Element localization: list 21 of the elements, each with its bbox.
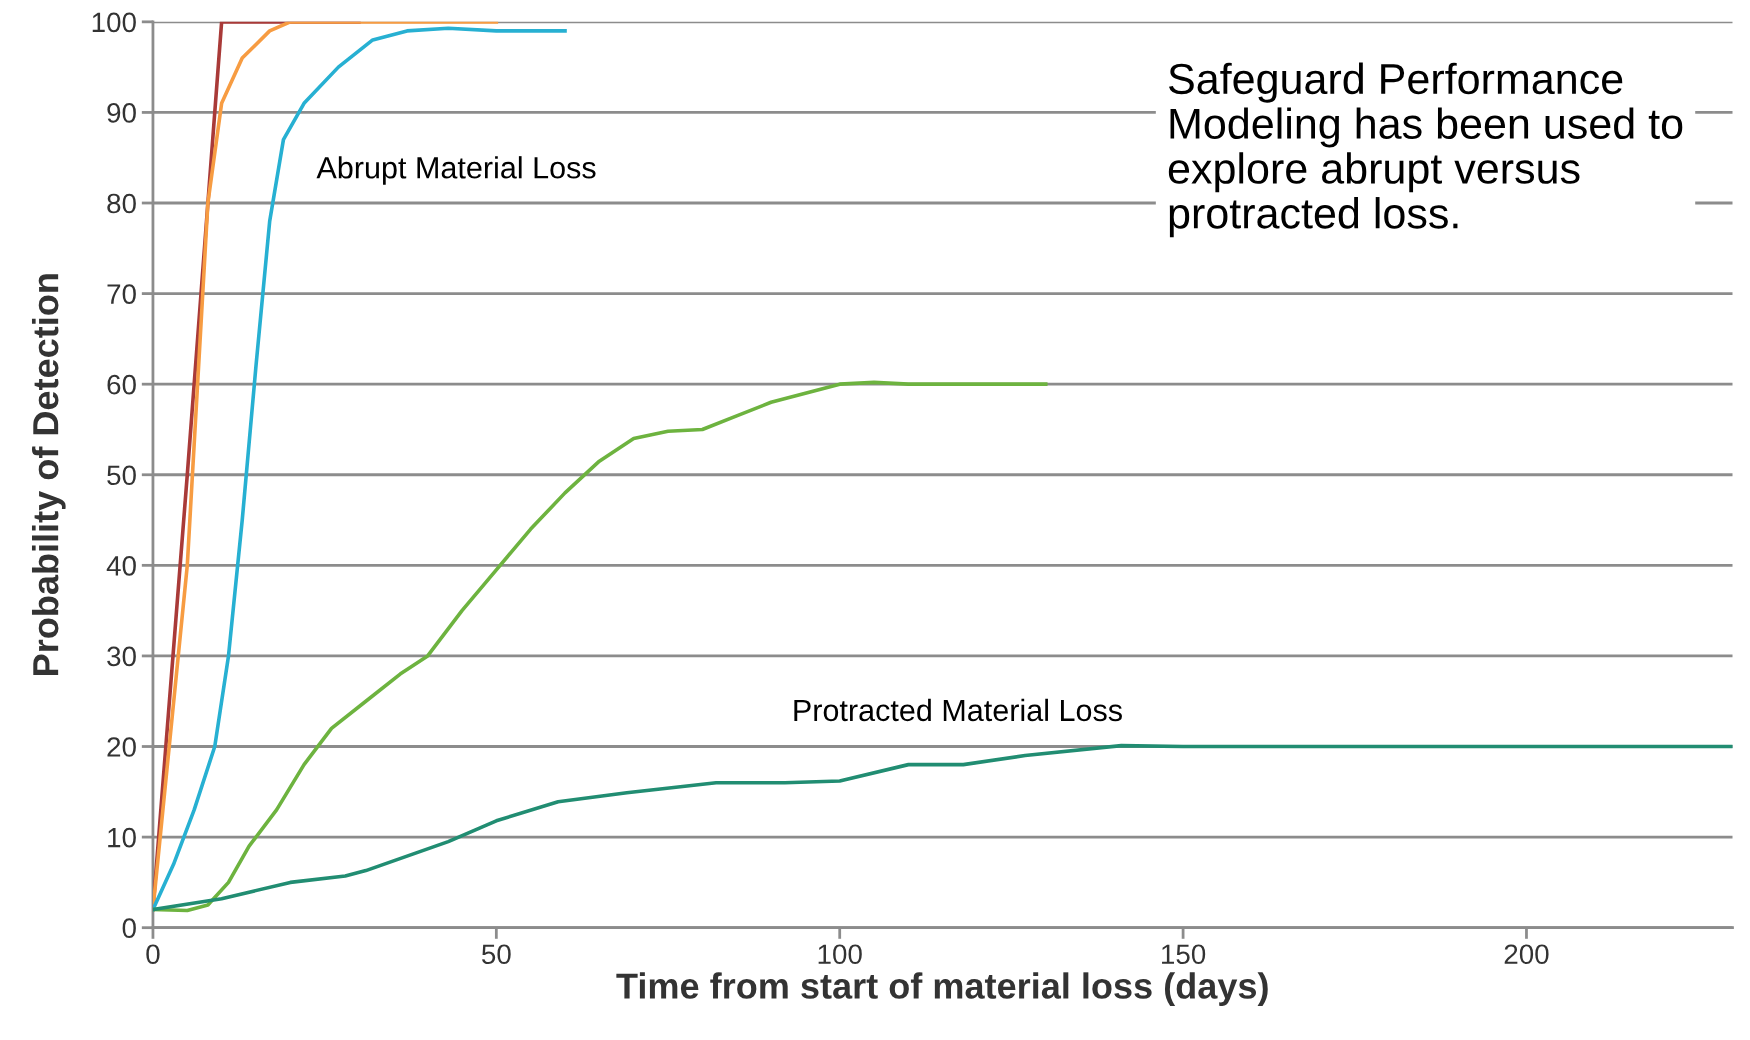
y-tick-label: 0 [122, 918, 136, 939]
x-axis-title: Time from start of material loss (days) [616, 972, 1268, 1006]
annotation: Abrupt Material Loss [316, 156, 596, 185]
y-tick-label: 90 [107, 103, 136, 123]
y-tick-label: 60 [107, 374, 136, 395]
y-tick-label: 50 [107, 465, 136, 486]
y-tick-label: 40 [106, 556, 136, 576]
y-tick-label: 20 [107, 737, 136, 757]
y-tick-label: 30 [107, 646, 136, 667]
x-tick-label: 0 [146, 944, 160, 965]
y-tick-label: 10 [108, 827, 136, 848]
y-axis-title: Probability of Detection [31, 274, 66, 675]
y-tick-label: 80 [107, 193, 136, 214]
x-tick-label: 150 [1162, 944, 1206, 965]
y-tick-label: 100 [92, 12, 136, 33]
y-tick-label: 70 [107, 284, 136, 304]
annotation: Protracted Material Loss [794, 698, 1122, 722]
x-tick-label: 200 [1504, 944, 1549, 965]
annotation: Safeguard Performance Modeling has been used to explore abrupt versus protracted loss. [1168, 62, 1683, 238]
x-tick-label: 100 [818, 944, 862, 965]
x-tick-label: 50 [481, 944, 511, 965]
